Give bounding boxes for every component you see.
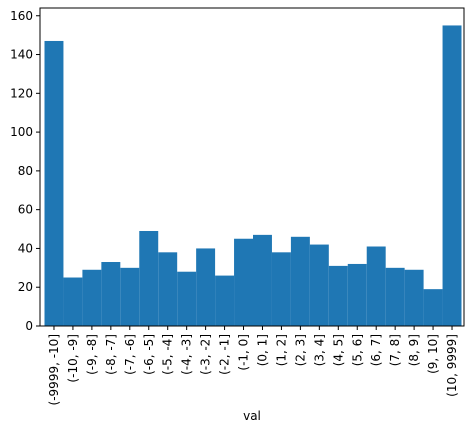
y-tick-label-7: 140 (10, 48, 33, 62)
bar-12 (271, 252, 291, 326)
bar-18 (385, 267, 405, 326)
x-tick-label-11: (0, 1] (255, 334, 269, 366)
x-tick-label-13: (2, 3] (293, 334, 307, 366)
x-tick-label-8: (-3, -2] (199, 334, 213, 375)
x-tick-label-1: (-10, -9] (66, 334, 80, 383)
bar-20 (423, 289, 443, 326)
x-tick-label-17: (6, 7] (369, 334, 383, 366)
bar-6 (158, 252, 178, 326)
x-axis-label: val (243, 409, 261, 423)
bars-group (44, 25, 462, 327)
bar-4 (120, 267, 140, 326)
bar-21 (442, 25, 462, 326)
bar-10 (234, 238, 253, 326)
x-tick-label-2: (-9, -8] (85, 334, 99, 375)
x-tick-label-19: (8, 9] (407, 334, 421, 366)
bar-11 (253, 234, 272, 326)
bar-0 (44, 40, 64, 327)
bar-7 (177, 271, 197, 326)
x-tick-label-0: (-9999, -10] (47, 334, 61, 405)
plot-frame (39, 7, 465, 327)
y-tick-label-4: 80 (18, 164, 33, 178)
x-tick-label-6: (-5, -4] (161, 334, 175, 375)
bar-17 (366, 246, 386, 326)
x-tick-label-20: (9, 10] (426, 334, 440, 374)
x-tick-label-4: (-7, -6] (123, 334, 137, 375)
bar-9 (215, 275, 235, 326)
y-tick-label-5: 100 (10, 125, 33, 139)
y-tick-label-3: 60 (18, 203, 33, 217)
x-tick-label-3: (-8, -7] (104, 334, 118, 375)
x-tick-label-12: (1, 2] (274, 334, 288, 366)
bar-16 (347, 263, 367, 326)
x-tick-label-18: (7, 8] (388, 334, 402, 366)
x-tick-label-9: (-2, -1] (218, 334, 232, 375)
bar-2 (82, 269, 102, 326)
x-tick-label-16: (5, 6] (350, 334, 364, 366)
y-tick-label-8: 160 (10, 9, 33, 23)
x-tick-label-15: (4, 5] (331, 334, 345, 366)
bar-3 (101, 262, 121, 326)
bar-14 (309, 244, 329, 326)
bar-19 (404, 269, 424, 326)
x-tick-label-21: (10, 9999] (445, 334, 459, 397)
x-tick-label-10: (-1, 0] (237, 334, 251, 371)
y-tick-label-2: 40 (18, 241, 33, 255)
y-tick-label-1: 20 (18, 280, 33, 294)
x-tick-label-5: (-6, -5] (142, 334, 156, 375)
bar-1 (63, 277, 83, 326)
y-axis: 0 20 40 60 80 100 120 140 160 (10, 9, 40, 333)
x-tick-label-7: (-4, -3] (180, 334, 194, 375)
y-tick-label-6: 120 (10, 86, 33, 100)
bar-13 (290, 236, 310, 326)
bar-5 (139, 230, 159, 326)
y-tick-label-0: 0 (25, 319, 33, 333)
x-tick-label-14: (3, 4] (312, 334, 326, 366)
bar-8 (196, 248, 216, 326)
bar-15 (328, 265, 348, 326)
x-axis: (-9999, -10] (-10, -9] (-9, -8] (-8, -7] (-7… (47, 326, 459, 405)
